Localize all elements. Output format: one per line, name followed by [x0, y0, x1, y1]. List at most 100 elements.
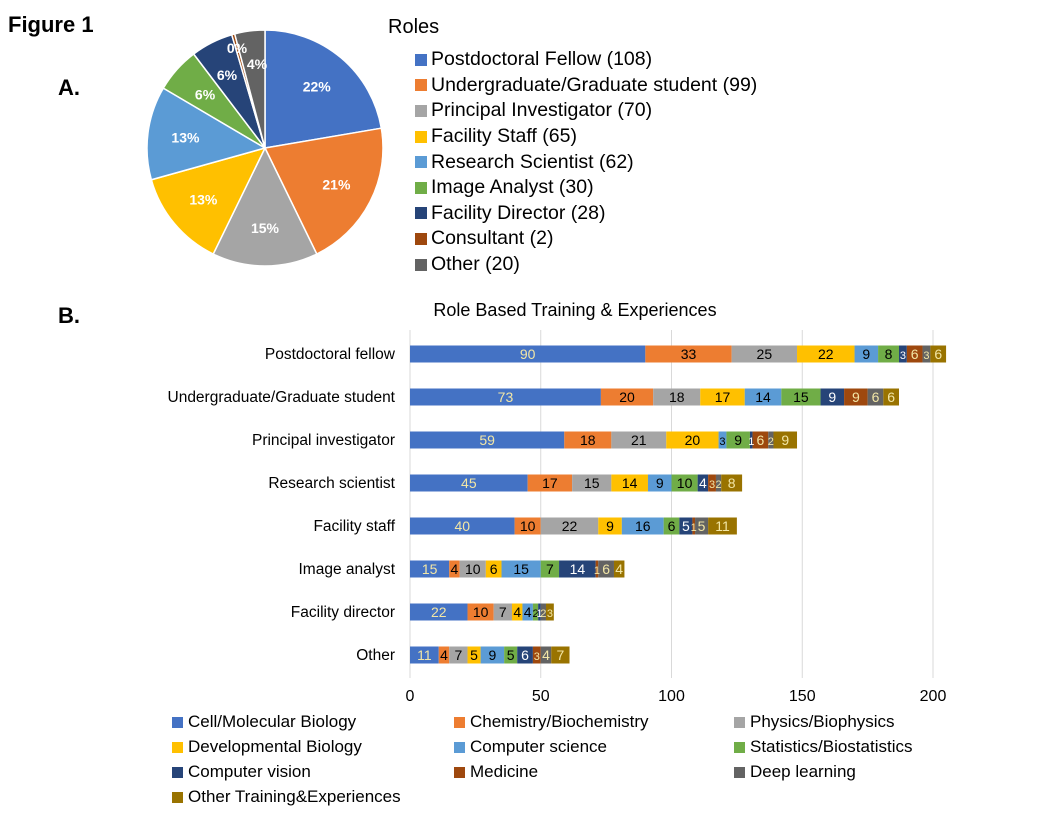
legend-label: Undergraduate/Graduate student (99) — [431, 73, 758, 96]
bar-segment-statistics-biostatistics — [878, 345, 900, 363]
bar-segment-cell-molecular-biology — [410, 603, 468, 621]
bar-segment-computer-vision — [697, 474, 709, 492]
bar-value-label: 8 — [885, 346, 893, 362]
bar-value-label: 4 — [524, 604, 532, 620]
y-category-label: Facility staff — [313, 518, 395, 535]
bar-segment-deep-learning — [695, 517, 709, 535]
y-category-label: Undergraduate/Graduate student — [168, 389, 396, 406]
legend-swatch — [734, 716, 745, 728]
bar-value-label: 4 — [542, 647, 550, 663]
legend-label: Research Scientist (62) — [431, 150, 634, 173]
bar-value-label: 7 — [454, 647, 462, 663]
pie-slice-research-scientist — [146, 87, 267, 181]
legend-swatch — [415, 53, 427, 66]
legend-label: Other (20) — [431, 253, 520, 276]
legend-label: Computer science — [470, 737, 608, 756]
legend-label: Physics/Biophysics — [750, 712, 895, 731]
bar-value-label: 21 — [631, 432, 647, 448]
bar-legend-item: Chemistry/Biochemistry — [454, 712, 649, 732]
roles-legend-item: Postdoctoral Fellow (108) — [415, 47, 835, 73]
bar-segment-other-training-experiences — [721, 474, 743, 492]
bar-value-label: 2 — [540, 608, 546, 620]
bar-value-label: 14 — [570, 561, 586, 577]
bar-segment-chemistry-biochemistry — [564, 431, 612, 449]
bar-segment-physics-biophysics — [459, 560, 486, 578]
legend-swatch — [172, 791, 183, 803]
bar-segment-chemistry-biochemistry — [438, 646, 450, 664]
roles-legend-item: Principal Investigator (70) — [415, 98, 835, 124]
y-category-label: Image analyst — [299, 561, 396, 578]
roles-legend-item: Facility Director (28) — [415, 201, 835, 227]
bar-value-label: 6 — [911, 346, 919, 362]
bar-segment-other-training-experiences — [613, 560, 625, 578]
bar-value-label: 22 — [431, 604, 447, 620]
bar-segment-cell-molecular-biology — [410, 517, 515, 535]
legend-label: Statistics/Biostatistics — [750, 737, 913, 756]
bar-segment-chemistry-biochemistry — [600, 388, 654, 406]
bar-segment-statistics-biostatistics — [504, 646, 518, 664]
bar-value-label: 6 — [757, 432, 765, 448]
legend-label: Cell/Molecular Biology — [188, 712, 357, 731]
legend-swatch — [415, 79, 427, 92]
bar-value-label: 9 — [488, 647, 496, 663]
pie-slice-undergraduate-graduate-student — [263, 127, 384, 256]
bar-legend-item: Statistics/Biostatistics — [734, 737, 913, 757]
bar-value-label: 14 — [755, 389, 771, 405]
legend-label: Consultant (2) — [431, 227, 554, 250]
bar-value-label: 17 — [715, 389, 731, 405]
bar-value-label: 3 — [923, 350, 929, 362]
bar-value-label: 3 — [900, 350, 906, 362]
bar-value-label: 4 — [699, 475, 707, 491]
panel-a-label: A. — [58, 75, 80, 100]
bar-value-label: 7 — [556, 647, 564, 663]
bar-segment-physics-biophysics — [653, 388, 701, 406]
bar-value-label: 7 — [499, 604, 507, 620]
legend-swatch — [415, 130, 427, 143]
bar-legend-item: Deep learning — [734, 762, 856, 782]
legend-label: Computer vision — [188, 762, 311, 781]
bar-segment-computer-science — [744, 388, 782, 406]
bar-segment-computer-vision — [559, 560, 596, 578]
bar-value-label: 15 — [422, 561, 438, 577]
x-tick-label: 200 — [920, 688, 947, 705]
bar-segment-statistics-biostatistics — [663, 517, 680, 535]
bar-segment-deep-learning — [867, 388, 884, 406]
y-category-label: Facility director — [291, 604, 395, 621]
legend-swatch — [734, 766, 745, 778]
bar-value-label: 10 — [677, 475, 693, 491]
bar-value-label: 10 — [465, 561, 481, 577]
pie-slice-facility-staff — [150, 146, 267, 256]
pie-pct-label: 15% — [251, 220, 280, 236]
bar-segment-developmental-biology — [666, 431, 719, 449]
bar-segment-statistics-biostatistics — [726, 431, 750, 449]
bar-value-label: 5 — [470, 647, 478, 663]
pie-pct-label: 0% — [227, 40, 248, 56]
roles-legend-item: Facility Staff (65) — [415, 124, 835, 150]
legend-label: Medicine — [470, 762, 539, 781]
bar-value-label: 1 — [748, 436, 754, 448]
bar-segment-chemistry-biochemistry — [467, 603, 494, 621]
pie-pct-label: 13% — [189, 191, 218, 207]
bar-legend-item: Computer vision — [172, 762, 311, 782]
bar-value-label: 3 — [719, 436, 725, 448]
bar-value-label: 9 — [852, 389, 860, 405]
bar-segment-medicine — [906, 345, 923, 363]
bar-segment-other-training-experiences — [773, 431, 798, 449]
bar-segment-physics-biophysics — [611, 431, 667, 449]
bar-segment-physics-biophysics — [449, 646, 468, 664]
roles-legend-item: Image Analyst (30) — [415, 175, 835, 201]
x-tick-label: 0 — [406, 688, 415, 705]
bar-segment-computer-science — [647, 474, 672, 492]
y-category-label: Principal investigator — [252, 432, 395, 449]
roles-legend-item: Research Scientist (62) — [415, 149, 835, 175]
bar-segment-medicine — [752, 431, 769, 449]
y-category-label: Research scientist — [268, 475, 395, 492]
bar-segment-deep-learning — [598, 560, 614, 578]
bar-segment-cell-molecular-biology — [410, 474, 528, 492]
bar-value-label: 10 — [520, 518, 536, 534]
bar-segment-physics-biophysics — [540, 517, 599, 535]
bar-value-label: 4 — [513, 604, 521, 620]
bar-segment-computer-science — [621, 517, 664, 535]
bar-value-label: 15 — [513, 561, 529, 577]
legend-swatch — [172, 766, 183, 778]
